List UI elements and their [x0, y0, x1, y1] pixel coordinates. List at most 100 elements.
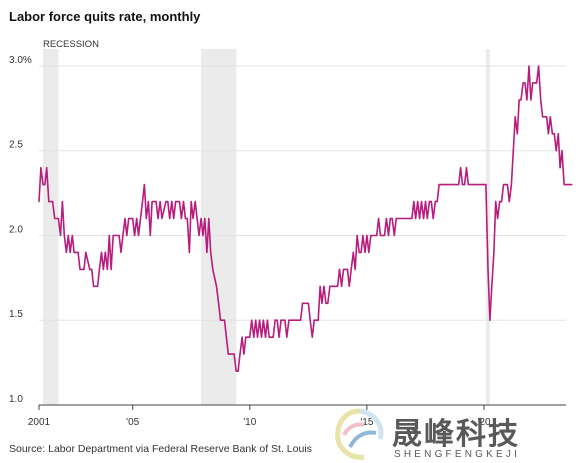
data-point — [540, 99, 542, 101]
data-point — [157, 217, 159, 220]
data-point — [403, 217, 405, 220]
data-point — [514, 116, 516, 118]
data-point — [110, 268, 112, 270]
data-point — [450, 184, 452, 186]
data-point — [325, 302, 327, 304]
data-point — [467, 184, 469, 186]
data-point — [85, 251, 87, 253]
data-point — [182, 201, 185, 203]
data-point — [147, 201, 149, 203]
data-point — [446, 184, 448, 186]
data-point — [77, 251, 79, 253]
data-point — [518, 99, 520, 101]
watermark: 晟峰科技 SHENGFENGKEJI — [330, 405, 560, 463]
data-point — [424, 201, 427, 203]
data-point — [65, 251, 67, 253]
data-point — [323, 285, 325, 287]
data-point — [319, 285, 321, 287]
data-point — [73, 251, 75, 253]
data-point — [461, 184, 464, 186]
data-point — [155, 201, 157, 203]
data-point — [555, 150, 557, 152]
data-point — [524, 82, 526, 84]
data-point — [559, 167, 561, 169]
data-point — [337, 285, 339, 287]
data-point — [260, 336, 263, 338]
data-point — [526, 99, 528, 101]
data-point — [112, 234, 114, 237]
data-point — [543, 116, 546, 118]
data-point — [432, 217, 434, 220]
data-point — [61, 201, 64, 203]
data-point — [395, 217, 397, 220]
recession-band — [42, 49, 59, 405]
data-point — [93, 285, 95, 287]
y-tick-label: 3.0% — [9, 55, 32, 66]
data-point — [487, 268, 489, 270]
data-point — [276, 319, 278, 321]
data-point — [344, 268, 346, 270]
data-point — [79, 268, 81, 270]
data-point — [510, 184, 512, 186]
data-point — [169, 217, 171, 220]
data-point — [71, 234, 73, 237]
data-point — [364, 251, 366, 253]
data-point — [272, 336, 274, 338]
data-point — [505, 184, 507, 186]
data-point — [378, 217, 380, 220]
data-point — [307, 302, 309, 304]
data-point — [141, 201, 144, 203]
data-point — [235, 370, 237, 372]
data-point — [227, 353, 229, 355]
data-point — [204, 217, 206, 220]
data-point — [442, 184, 444, 186]
data-point — [186, 217, 188, 220]
data-point — [206, 251, 208, 253]
data-point — [391, 217, 393, 220]
data-point — [426, 217, 428, 220]
data-point — [565, 184, 567, 186]
data-point — [262, 319, 264, 321]
data-point — [233, 353, 235, 355]
data-point — [237, 370, 239, 372]
data-point — [553, 133, 555, 135]
data-point — [460, 167, 462, 169]
watermark-logo-icon — [335, 408, 384, 460]
data-point — [538, 65, 540, 67]
data-point — [120, 251, 122, 253]
data-point — [309, 319, 311, 321]
data-point — [256, 336, 259, 338]
data-point — [423, 217, 425, 220]
data-point — [143, 184, 145, 186]
data-point — [489, 319, 491, 321]
data-point — [165, 201, 167, 203]
data-point — [434, 201, 436, 203]
data-point — [225, 336, 227, 338]
data-point — [401, 217, 403, 220]
data-point — [522, 82, 524, 84]
data-point — [516, 133, 518, 135]
data-point — [178, 201, 181, 203]
data-point — [376, 234, 378, 237]
y-tick-label: 1.0 — [9, 394, 23, 405]
data-point — [67, 234, 69, 237]
data-point — [366, 234, 368, 237]
data-point — [452, 184, 454, 186]
recession-band — [201, 49, 237, 405]
data-point — [149, 234, 151, 237]
data-point — [341, 285, 343, 287]
data-point — [393, 234, 395, 237]
data-point — [184, 217, 186, 220]
data-point — [530, 99, 532, 101]
data-point — [196, 217, 198, 220]
data-point — [301, 302, 304, 304]
data-point — [329, 285, 331, 287]
data-point — [417, 201, 419, 203]
series-line — [38, 65, 572, 372]
data-point — [475, 184, 477, 186]
data-point — [100, 251, 103, 253]
data-point — [557, 133, 559, 135]
data-point — [137, 234, 140, 237]
data-point — [264, 336, 267, 338]
